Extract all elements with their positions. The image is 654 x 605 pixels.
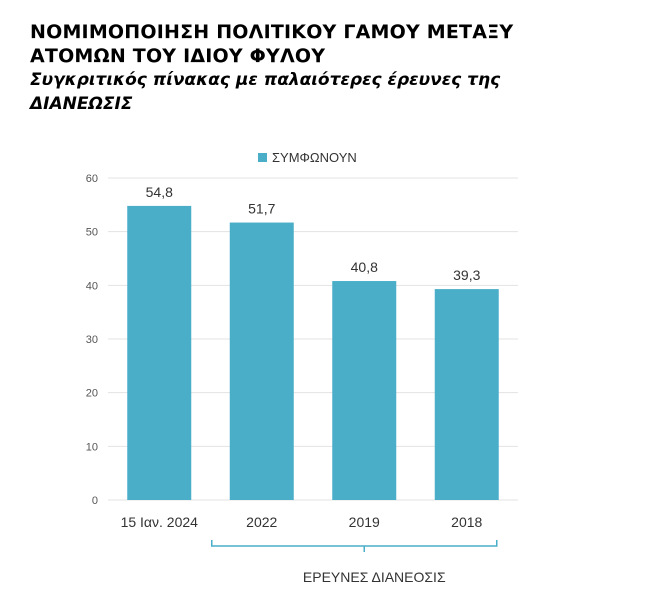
x-tick-label: 2019	[349, 514, 380, 530]
bar	[434, 289, 499, 500]
bracket-annotation: ΕΡΕΥΝΕΣ ΔΙΑΝΕΟΣΙΣ	[211, 540, 498, 585]
bar	[332, 281, 397, 500]
y-tick-label: 10	[86, 441, 98, 453]
x-axis-ticks: 15 Ιαν. 2024 2022 2019 2018	[121, 514, 483, 530]
x-tick-label: 2022	[246, 514, 277, 530]
bar	[127, 205, 192, 500]
title-block: ΝΟΜΙΜΟΠΟΙΗΣΗ ΠΟΛΙΤΙΚΟΥ ΓΑΜΟΥ ΜΕΤΑΞΥ ΑΤΟΜ…	[30, 20, 630, 116]
bracket-label: ΕΡΕΥΝΕΣ ΔΙΑΝΕΟΣΙΣ	[303, 569, 446, 585]
legend-label: ΣΥΜΦΩΝΟΥΝ	[272, 150, 357, 165]
y-tick-label: 40	[86, 280, 98, 292]
data-labels: 54,8 51,7 40,8 39,3	[146, 184, 481, 283]
y-axis-ticks: 0 10 20 30 40 50 60	[86, 173, 98, 507]
bars	[127, 205, 499, 500]
data-label: 51,7	[248, 201, 275, 217]
chart-subtitle-line-2: ΔΙΑΝΕΩΣΙΣ	[30, 94, 133, 114]
y-tick-label: 30	[86, 334, 98, 346]
y-tick-label: 0	[92, 495, 98, 507]
legend-swatch	[258, 153, 267, 162]
bar	[229, 222, 294, 500]
x-tick-label: 15 Ιαν. 2024	[121, 514, 199, 530]
data-label: 40,8	[351, 259, 378, 275]
data-label: 54,8	[146, 184, 173, 200]
x-tick-label: 2018	[451, 514, 482, 530]
bracket-line	[211, 540, 498, 552]
chart-container: 0 10 20 30 40 50 60 54,8 51,7 40,8 39,3 15 Ιαν. 2…	[0, 140, 654, 600]
chart-subtitle-line-1: Συγκριτικός πίνακας με παλαιότερες έρευν…	[30, 70, 501, 90]
chart-title-line-1: ΝΟΜΙΜΟΠΟΙΗΣΗ ΠΟΛΙΤΙΚΟΥ ΓΑΜΟΥ ΜΕΤΑΞΥ	[30, 21, 514, 43]
legend: ΣΥΜΦΩΝΟΥΝ	[258, 150, 357, 165]
y-tick-label: 20	[86, 388, 98, 400]
bar-chart: 0 10 20 30 40 50 60 54,8 51,7 40,8 39,3 15 Ιαν. 2…	[86, 150, 518, 585]
y-tick-label: 50	[86, 227, 98, 239]
y-tick-label: 60	[86, 173, 98, 185]
data-label: 39,3	[453, 267, 480, 283]
chart-title-line-2: ΑΤΟΜΩΝ ΤΟΥ ΙΔΙΟΥ ΦΥΛΟΥ	[30, 45, 326, 67]
